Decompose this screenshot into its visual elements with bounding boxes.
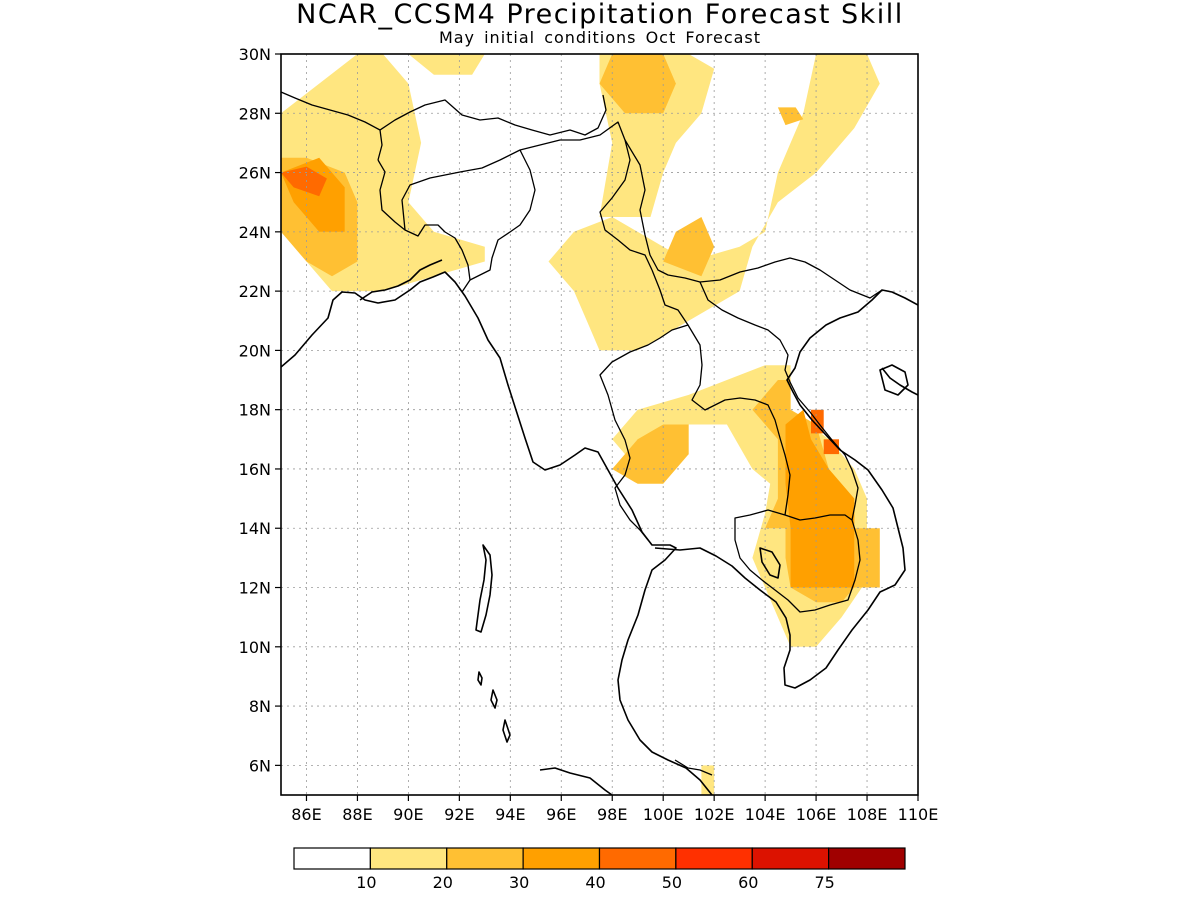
coastline-gulf-thailand (654, 289, 918, 689)
andaman-islands (475, 544, 493, 633)
colorbar-swatch (828, 847, 906, 870)
border-laos-vietnam (699, 281, 859, 521)
lat-tick-label: 12N (239, 579, 271, 598)
map-subtitle: May initial conditions Oct Forecast (438, 28, 762, 47)
lon-tick-label: 86E (291, 805, 321, 824)
lon-tick-label: 104E (745, 805, 786, 824)
border-bhutan-assam (401, 121, 653, 271)
skill-region-level-3 (785, 409, 855, 588)
skill-region-level-2 (777, 107, 804, 126)
coastlines-and-borders (281, 91, 918, 795)
colorbar-swatch (598, 847, 677, 870)
colorbar-label: 60 (738, 873, 758, 892)
border-thailand-malaysia (674, 759, 713, 776)
nicobar-islands (477, 671, 511, 743)
lat-tick-label: 28N (239, 104, 271, 123)
lat-tick-label: 26N (239, 164, 271, 183)
colorbar-label: 10 (356, 873, 376, 892)
skill-region-level-2 (612, 424, 689, 484)
coastline-malay-south (539, 767, 613, 795)
skill-shading (281, 54, 880, 795)
skill-region-level-2 (854, 528, 880, 588)
lon-tick-label: 106E (796, 805, 837, 824)
border-myanmar-china (624, 139, 883, 299)
colorbar-label: 20 (433, 873, 453, 892)
lat-tick-label: 6N (249, 756, 271, 775)
lon-tick-label: 98E (597, 805, 627, 824)
hainan-island (879, 364, 909, 396)
lon-tick-label: 94E (495, 805, 525, 824)
border-laos-thailand (687, 324, 791, 516)
colorbar-label: 75 (814, 873, 834, 892)
colorbar-swatch (446, 847, 524, 870)
colorbar-label: 30 (509, 873, 529, 892)
coastline-vietnam-south (881, 367, 918, 396)
border-myanmar-india (469, 149, 536, 281)
lon-tick-label: 90E (393, 805, 423, 824)
lon-tick-label: 100E (643, 805, 684, 824)
border-bangladesh (377, 159, 471, 293)
skill-region-level-1 (548, 54, 880, 351)
border-cambodia (734, 509, 861, 613)
colorbar: 10 20 30 40 50 60 75 (293, 847, 906, 892)
lat-tick-label: 8N (249, 697, 271, 716)
colorbar-swatch (675, 847, 753, 870)
dotted-gridlines (281, 54, 918, 795)
colorbar-label: 40 (585, 873, 605, 892)
skill-region-level-2 (599, 54, 676, 114)
lat-tick-label: 22N (239, 282, 271, 301)
border-india-china (379, 94, 607, 136)
axis-tick-labels: 30N 28N 26N 24N 22N 20N 18N 16N 14N 12N 10N 8N 6N 86E… (239, 45, 939, 824)
lat-tick-label: 16N (239, 460, 271, 479)
lat-tick-label: 14N (239, 519, 271, 538)
colorbar-label: 50 (662, 873, 682, 892)
lon-tick-label: 108E (847, 805, 888, 824)
tonle-sap-lake (759, 547, 781, 579)
colorbar-swatch (369, 847, 448, 870)
colorbar-swatch (751, 847, 830, 870)
skill-region-level-4 (281, 166, 327, 197)
lon-tick-label: 102E (694, 805, 735, 824)
lat-tick-label: 20N (239, 341, 271, 360)
colorbar-swatch (522, 847, 601, 870)
map-title: NCAR_CCSM4 Precipitation Forecast Skill (296, 0, 904, 30)
skill-region-level-1 (408, 54, 485, 75)
lon-tick-label: 96E (546, 805, 576, 824)
colorbar-swatch (293, 847, 371, 870)
plot-frame (280, 53, 919, 796)
bangladesh-delta (359, 259, 443, 301)
border-myanmar-thailand (599, 269, 689, 541)
border-nepal-india (281, 91, 383, 161)
lat-tick-label: 30N (239, 45, 271, 64)
coastline-west (281, 271, 713, 795)
lon-tick-label: 92E (444, 805, 474, 824)
lon-tick-label: 110E (898, 805, 939, 824)
lat-tick-label: 18N (239, 401, 271, 420)
skill-region-level-1 (701, 765, 715, 795)
lat-tick-label: 24N (239, 223, 271, 242)
lat-tick-label: 10N (239, 638, 271, 657)
lon-tick-label: 88E (342, 805, 372, 824)
